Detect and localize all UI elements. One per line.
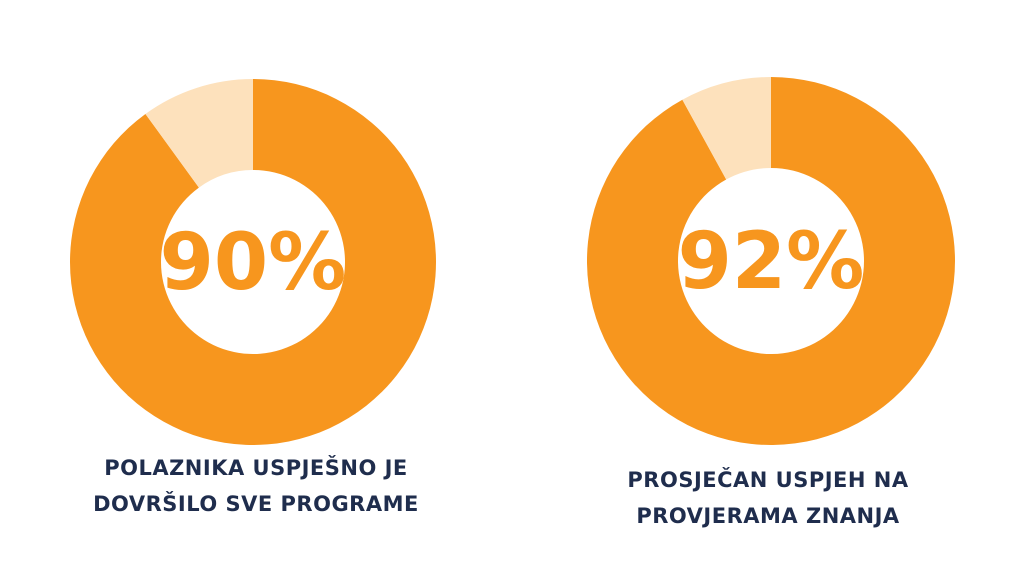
donut-segment-filled	[69, 79, 436, 445]
caption-line-1: POLAZNIKA USPJEŠNO JE	[104, 456, 408, 480]
caption-line-1: PROSJEČAN USPJEH NA	[627, 468, 909, 492]
donut-chart-completion: 90% POLAZNIKA USPJEŠNO JE DOVRŠILO SVE P…	[0, 79, 512, 522]
donut-center-value: 92%	[678, 217, 865, 307]
chart-caption: PROSJEČAN USPJEH NA PROVJERAMA ZNANJA	[512, 462, 1024, 534]
donut-chart-svg: 92%	[587, 77, 955, 446]
chart-caption: POLAZNIKA USPJEŠNO JE DOVRŠILO SVE PROGR…	[0, 450, 512, 522]
donut-center-value: 90%	[160, 218, 347, 308]
donut-chart-average-score: 92% PROSJEČAN USPJEH NA PROVJERAMA ZNANJ…	[512, 0, 1024, 576]
donut-chart-svg: 90%	[69, 79, 436, 445]
caption-line-2: DOVRŠILO SVE PROGRAME	[93, 492, 419, 516]
donut-segment-remaining	[145, 79, 253, 188]
donut-segment-filled	[587, 77, 955, 446]
donut-segment-remaining	[682, 77, 771, 180]
caption-line-2: PROVJERAMA ZNANJA	[636, 504, 900, 528]
